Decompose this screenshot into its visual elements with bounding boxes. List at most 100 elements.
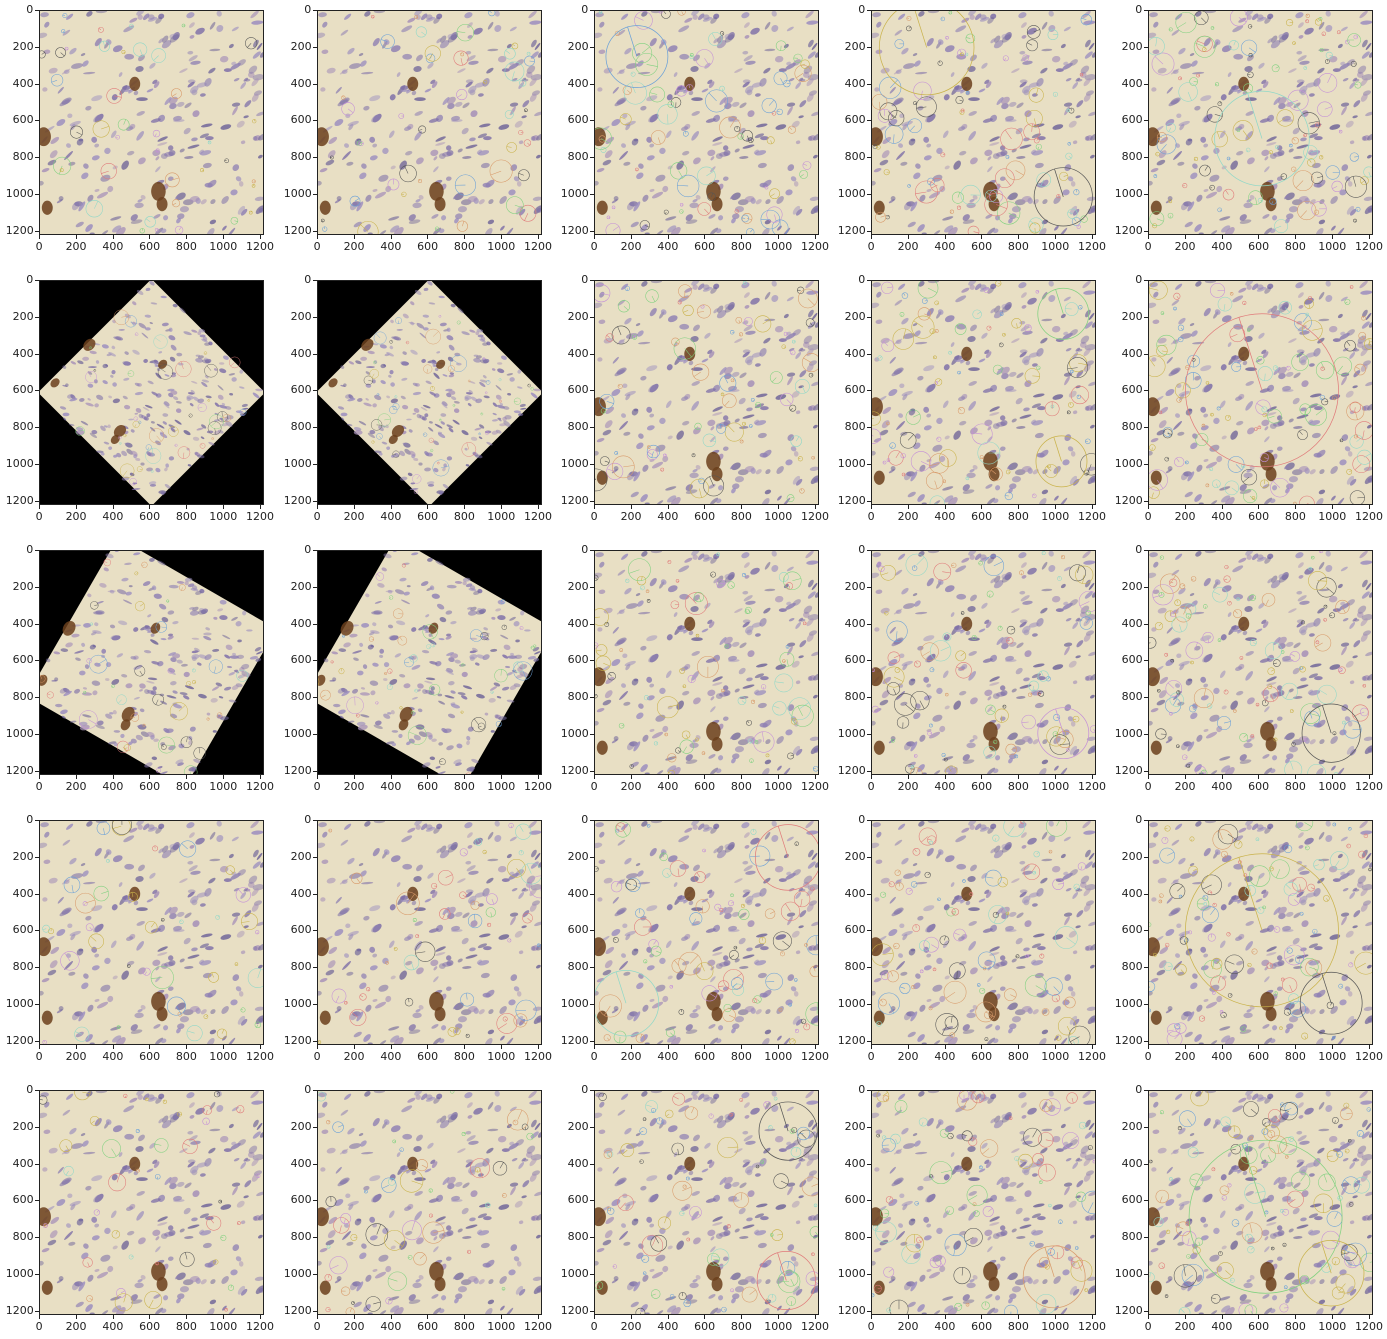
- tissue-image: [595, 551, 818, 774]
- keypoint-circle: [523, 139, 532, 147]
- keypoint-circle: [330, 660, 334, 664]
- image-axes: [871, 280, 1096, 505]
- x-tick-label: 600: [139, 510, 161, 523]
- keypoint-circle: [1321, 398, 1329, 406]
- cell-nucleus: [636, 712, 644, 720]
- cell-nucleus: [446, 327, 451, 332]
- cell-nucleus: [981, 332, 988, 339]
- cell-nucleus: [496, 696, 502, 699]
- cell-nucleus: [914, 60, 921, 67]
- keypoint-circle: [482, 357, 486, 360]
- cell-nucleus: [400, 599, 411, 605]
- cell-nucleus: [774, 325, 784, 333]
- cell-nucleus: [160, 153, 168, 159]
- cell-nucleus: [228, 43, 234, 49]
- keypoint-circle: [915, 96, 937, 118]
- cell-nucleus: [414, 111, 423, 116]
- keypoint-orientation: [127, 373, 131, 374]
- cell-nucleus: [1313, 348, 1321, 357]
- keypoint-orientation: [631, 82, 636, 94]
- cell-nucleus: [649, 37, 657, 47]
- cell-nucleus: [1190, 442, 1198, 450]
- keypoint-circle-large: [1185, 313, 1339, 468]
- keypoint-orientation: [342, 635, 344, 637]
- keypoint-circle: [707, 192, 716, 202]
- keypoint-orientation: [398, 320, 399, 324]
- cell-nucleus: [467, 403, 472, 407]
- cell-nucleus: [786, 26, 794, 32]
- keypoint-orientation: [514, 204, 523, 209]
- cell-nucleus: [1332, 68, 1341, 72]
- cell-nucleus: [602, 699, 612, 706]
- cell-nucleus: [1272, 485, 1278, 491]
- keypoint-circle: [894, 39, 905, 49]
- keypoint-orientation: [1219, 209, 1222, 211]
- cell-nucleus: [728, 659, 740, 663]
- cell-nucleus: [689, 742, 699, 749]
- cell-nucleus: [993, 40, 1004, 49]
- cell-nucleus: [133, 627, 139, 632]
- cell-nucleus: [160, 491, 165, 496]
- keypoint-orientation: [527, 142, 531, 146]
- keypoint-orientation: [915, 191, 927, 195]
- x-tick-label: 0: [867, 240, 875, 253]
- keypoint-circle: [1297, 429, 1308, 441]
- keypoint-circle: [90, 622, 93, 626]
- cell-nucleus: [166, 695, 177, 699]
- cell-nucleus: [495, 608, 502, 612]
- cell-nucleus: [1288, 338, 1297, 343]
- keypoint-orientation: [920, 90, 923, 100]
- cell-nucleus: [605, 676, 615, 684]
- cell-nucleus: [365, 194, 372, 202]
- cell-nucleus: [209, 219, 217, 225]
- cell-nucleus: [217, 394, 224, 400]
- keypoint-orientation: [332, 661, 334, 663]
- cell-nucleus: [764, 48, 776, 52]
- cell-nucleus: [385, 185, 392, 193]
- cell-nucleus: [240, 208, 248, 216]
- keypoint-circle: [401, 563, 406, 568]
- cell-nucleus: [1005, 389, 1017, 393]
- cell-nucleus: [484, 712, 489, 716]
- cell-nucleus: [688, 630, 694, 636]
- cell-nucleus: [811, 582, 818, 591]
- x-tick-label: 400: [102, 780, 124, 793]
- cell-nucleus: [337, 99, 348, 107]
- cell-nucleus: [984, 349, 990, 355]
- keypoint-circle: [1355, 206, 1361, 212]
- keypoint-circle: [679, 203, 684, 207]
- cell-nucleus: [109, 589, 115, 594]
- keypoint-orientation: [743, 573, 746, 576]
- cell-nucleus: [150, 690, 157, 695]
- keypoint-circle: [155, 767, 161, 773]
- cell-nucleus: [704, 332, 711, 339]
- cell-nucleus: [208, 441, 215, 446]
- keypoint-circle: [786, 494, 795, 503]
- keypoint-circle: [1248, 53, 1253, 58]
- cell-nucleus: [1273, 366, 1281, 376]
- cell-nucleus: [1266, 406, 1277, 412]
- x-tick-label: 1000: [209, 780, 238, 793]
- keypoint-circle: [461, 442, 477, 457]
- cell-nucleus: [969, 284, 975, 290]
- cell-nucleus: [506, 672, 514, 676]
- keypoint-orientation: [1364, 453, 1371, 458]
- keypoint-circle: [1344, 339, 1356, 352]
- cell-nucleus: [623, 431, 631, 436]
- cell-nucleus: [912, 53, 918, 57]
- y-tick-mark: [313, 230, 317, 232]
- cell-nucleus: [480, 336, 486, 341]
- keypoint-orientation: [404, 662, 409, 663]
- cell-nucleus: [1276, 446, 1283, 451]
- cell-nucleus: [635, 593, 641, 597]
- cell-nucleus: [788, 347, 795, 352]
- keypoint-orientation: [1176, 457, 1180, 463]
- cell-nucleus: [710, 286, 718, 294]
- cell-nucleus: [345, 113, 351, 119]
- cell-nucleus: [198, 693, 207, 699]
- cell-nucleus: [79, 398, 85, 402]
- cell-nucleus: [611, 658, 621, 667]
- cell-nucleus: [343, 383, 347, 387]
- keypoint-orientation: [439, 761, 443, 763]
- cell-nucleus: [161, 322, 169, 327]
